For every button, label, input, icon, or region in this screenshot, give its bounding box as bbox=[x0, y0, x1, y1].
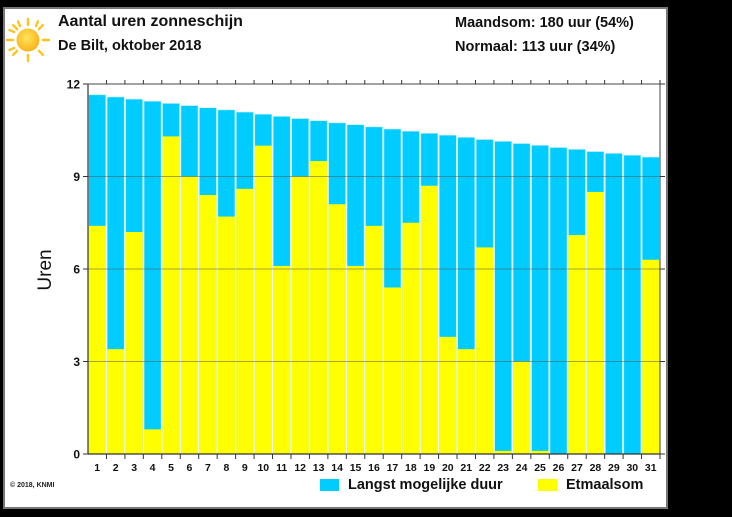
normal-value: Normaal: 113 uur (34%) bbox=[455, 39, 616, 55]
bar-daily-sum-day-18 bbox=[402, 222, 420, 454]
ytick-label-6: 6 bbox=[73, 263, 80, 277]
xtick-label-17: 17 bbox=[387, 462, 399, 474]
xtick-label-9: 9 bbox=[242, 462, 248, 474]
bar-daily-sum-day-6 bbox=[180, 176, 199, 454]
legend-swatch-max-duration bbox=[320, 479, 339, 491]
bar-daily-sum-day-17 bbox=[383, 287, 401, 454]
xtick-label-7: 7 bbox=[205, 462, 211, 474]
bar-max-duration-day-30 bbox=[623, 154, 642, 455]
bar-daily-sum-day-21 bbox=[457, 349, 475, 454]
monthly-sum: Maandsom: 180 uur (54%) bbox=[455, 15, 634, 31]
xtick-label-20: 20 bbox=[442, 462, 454, 474]
bar-daily-sum-day-8 bbox=[217, 216, 235, 454]
copyright: © 2018, KNMI bbox=[10, 482, 55, 489]
xtick-label-11: 11 bbox=[276, 462, 287, 474]
xtick-label-25: 25 bbox=[534, 462, 546, 474]
ytick-label-12: 12 bbox=[67, 78, 81, 92]
xtick-label-3: 3 bbox=[131, 462, 137, 474]
bar-max-duration-day-26 bbox=[549, 147, 568, 455]
bar-daily-sum-day-19 bbox=[420, 185, 438, 454]
xtick-label-2: 2 bbox=[113, 462, 119, 474]
xtick-label-21: 21 bbox=[460, 462, 472, 474]
bar-daily-sum-day-3 bbox=[125, 232, 143, 454]
xtick-label-19: 19 bbox=[424, 462, 436, 474]
sun-icon bbox=[5, 17, 51, 63]
legend-swatch-daily-sum bbox=[538, 479, 557, 491]
xtick-label-29: 29 bbox=[608, 462, 620, 474]
xtick-label-28: 28 bbox=[590, 462, 602, 474]
bar-daily-sum-day-24 bbox=[513, 361, 531, 454]
bar-daily-sum-day-11 bbox=[273, 265, 291, 454]
xtick-label-24: 24 bbox=[516, 462, 528, 474]
xtick-label-22: 22 bbox=[479, 462, 491, 474]
bar-daily-sum-day-28 bbox=[586, 191, 604, 454]
legend-label-daily-sum: Etmaalsom bbox=[566, 477, 644, 493]
xtick-label-23: 23 bbox=[497, 462, 509, 474]
bar-daily-sum-day-16 bbox=[365, 225, 383, 454]
bar-daily-sum-day-10 bbox=[254, 145, 272, 454]
xtick-label-31: 31 bbox=[645, 462, 657, 474]
bar-daily-sum-day-13 bbox=[310, 161, 328, 455]
bar-max-duration-day-23 bbox=[494, 141, 512, 455]
ytick-label-3: 3 bbox=[73, 355, 80, 369]
xtick-label-1: 1 bbox=[94, 462, 100, 474]
xtick-label-30: 30 bbox=[626, 462, 638, 474]
xtick-label-27: 27 bbox=[571, 462, 583, 474]
bar-daily-sum-day-15 bbox=[347, 265, 365, 454]
xtick-label-18: 18 bbox=[405, 462, 417, 474]
ytick-label-0: 0 bbox=[73, 448, 80, 462]
xtick-label-6: 6 bbox=[187, 462, 193, 474]
bar-daily-sum-day-20 bbox=[439, 336, 457, 454]
bar-max-duration-day-25 bbox=[531, 145, 549, 455]
y-axis-label: Uren bbox=[35, 249, 56, 290]
xtick-label-15: 15 bbox=[350, 462, 362, 474]
bar-max-duration-day-29 bbox=[605, 153, 623, 455]
bar-daily-sum-day-25 bbox=[531, 450, 549, 454]
bar-daily-sum-day-12 bbox=[291, 176, 309, 454]
xtick-label-14: 14 bbox=[331, 462, 343, 474]
ytick-label-9: 9 bbox=[73, 170, 80, 184]
bar-max-duration-day-4 bbox=[143, 100, 162, 455]
legend-label-max-duration: Langst mogelijke duur bbox=[348, 477, 503, 493]
bar-daily-sum-day-1 bbox=[88, 225, 106, 454]
bar-daily-sum-day-9 bbox=[236, 188, 254, 455]
xtick-label-10: 10 bbox=[257, 462, 269, 474]
xtick-label-8: 8 bbox=[223, 462, 229, 474]
bar-daily-sum-day-4 bbox=[144, 429, 162, 454]
chart-title: Aantal uren zonneschijn bbox=[58, 13, 243, 30]
bar-daily-sum-day-22 bbox=[476, 247, 494, 454]
xtick-label-26: 26 bbox=[553, 462, 565, 474]
bar-daily-sum-day-5 bbox=[162, 136, 180, 454]
legend-item-max-duration: Langst mogelijke duur bbox=[320, 477, 503, 493]
bar-daily-sum-day-27 bbox=[568, 235, 586, 454]
bar-daily-sum-day-31 bbox=[642, 259, 660, 454]
xtick-label-5: 5 bbox=[168, 462, 174, 474]
bar-daily-sum-day-14 bbox=[328, 204, 346, 454]
xtick-label-16: 16 bbox=[368, 462, 380, 474]
chart-subtitle: De Bilt, oktober 2018 bbox=[58, 38, 202, 54]
legend-item-daily-sum: Etmaalsom bbox=[538, 477, 643, 493]
xtick-label-13: 13 bbox=[313, 462, 325, 474]
bar-daily-sum-day-2 bbox=[107, 349, 125, 454]
xtick-label-12: 12 bbox=[294, 462, 306, 474]
xtick-label-4: 4 bbox=[150, 462, 156, 474]
bar-daily-sum-day-23 bbox=[494, 450, 512, 454]
bar-daily-sum-day-7 bbox=[199, 195, 217, 454]
